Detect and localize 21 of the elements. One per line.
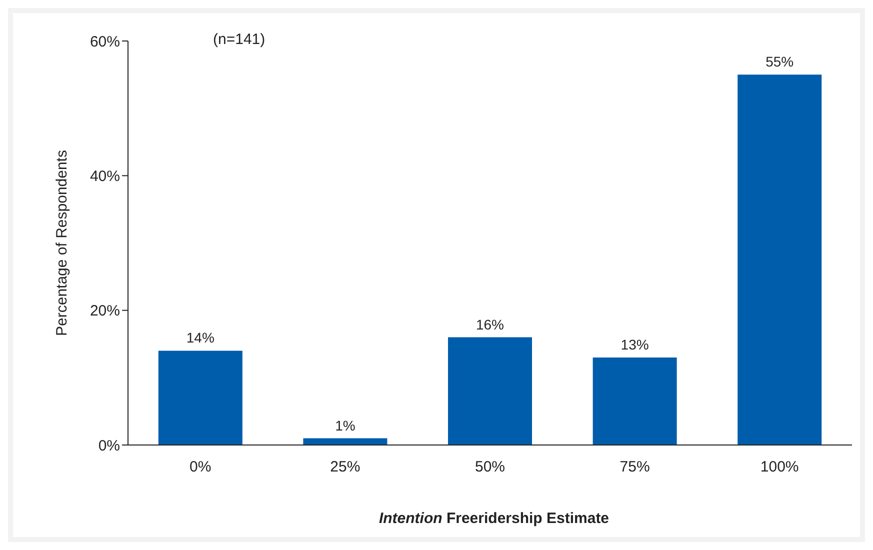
x-tick-label: 25% — [330, 458, 360, 476]
y-axis-title: Percentage of Respondents — [53, 150, 70, 336]
x-tick-label: 0% — [190, 458, 212, 476]
annotation: (n=141) — [213, 31, 266, 48]
bar — [448, 337, 532, 445]
data-label: 16% — [476, 316, 504, 332]
bar — [592, 357, 677, 445]
x-tick-label: 100% — [760, 458, 799, 476]
x-tick-label: 75% — [620, 458, 650, 476]
x-axis-title: Intention Freeridership Estimate — [378, 510, 610, 527]
y-tick-label: 40% — [90, 168, 120, 185]
data-label: 14% — [186, 330, 214, 346]
bar — [158, 350, 242, 445]
data-label: 13% — [620, 336, 649, 352]
y-tick-label: 60% — [90, 33, 120, 50]
x-tick-label: 50% — [474, 458, 506, 476]
y-tick-label: 20% — [90, 302, 120, 320]
bar — [738, 74, 822, 445]
y-tick-label: 0% — [98, 437, 120, 454]
data-label: 55% — [766, 54, 794, 70]
data-label: 1% — [335, 417, 356, 434]
